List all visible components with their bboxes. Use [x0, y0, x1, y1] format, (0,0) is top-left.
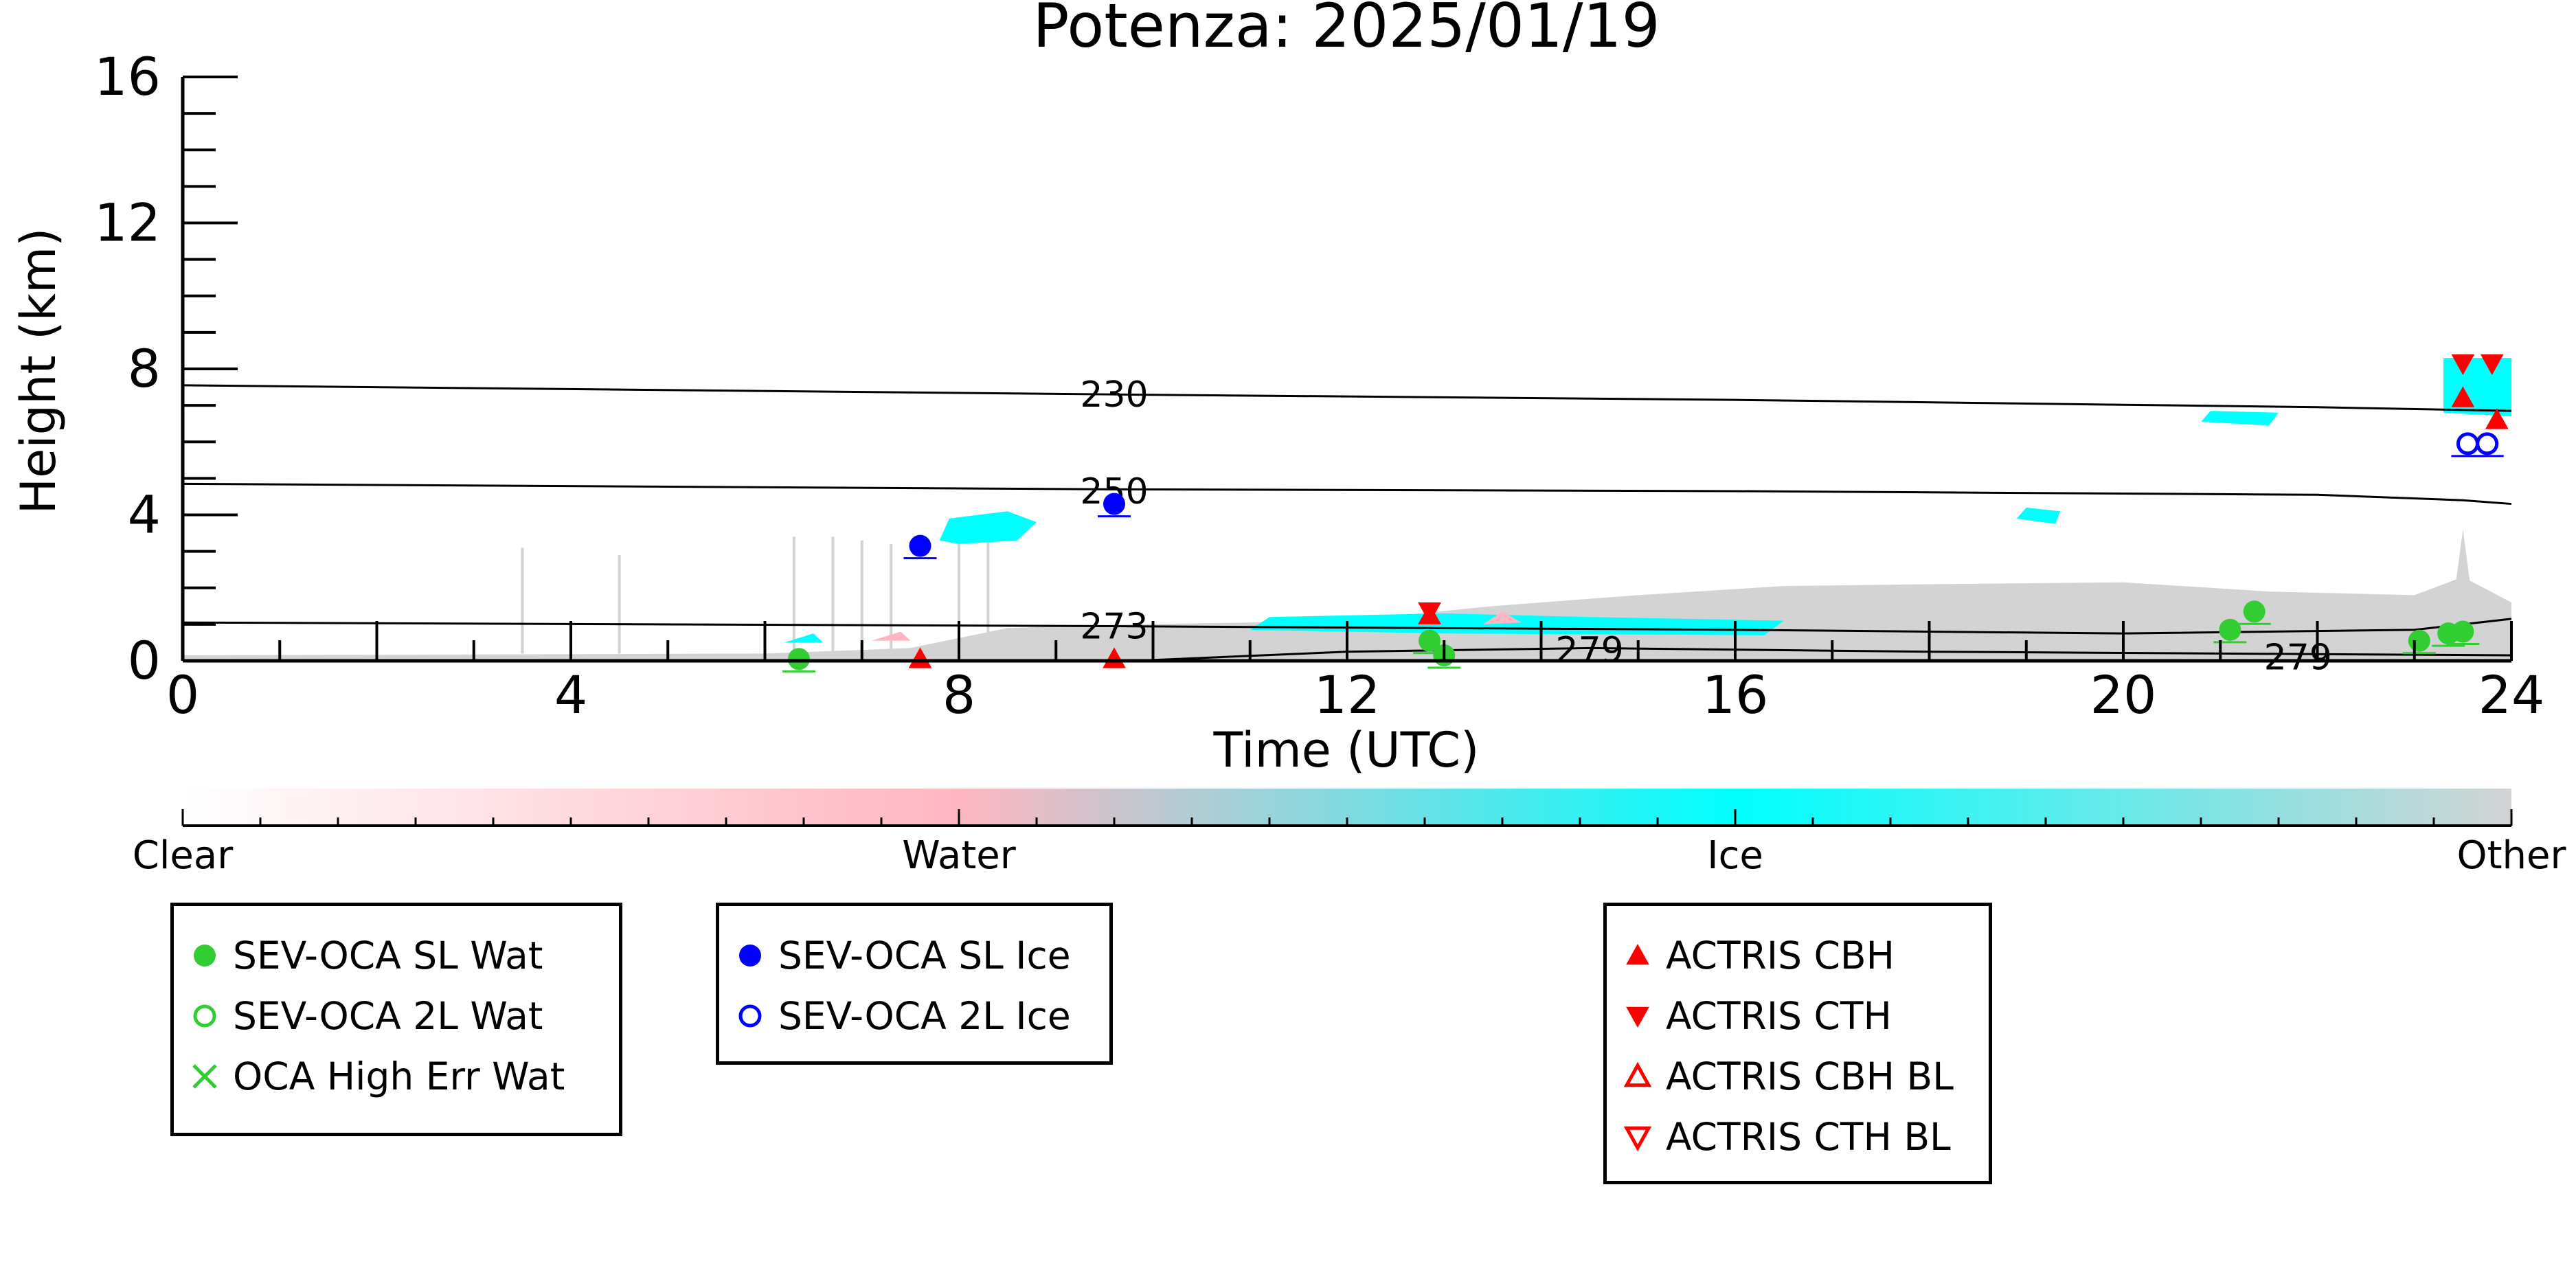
- marker-actris-cbh: [1103, 647, 1126, 668]
- marker-actris-cth: [2480, 354, 2504, 376]
- legend-water: SEV-OCA SL Wat SEV-OCA 2L Wat OCA High Err…: [170, 903, 622, 1136]
- legend-marker: [192, 1064, 217, 1089]
- axes: 0 4 8 12 16 0 4 8 12 16 20 24: [94, 46, 2544, 725]
- contour-230: [182, 384, 2512, 412]
- legend-item: ACTRIS CBH BL: [1620, 1054, 1954, 1098]
- colorbar-label: Ice: [1707, 833, 1763, 878]
- marker-sev-oca-2l-ice: [2476, 432, 2499, 455]
- y-tick-label: 16: [94, 46, 161, 107]
- legend-marker: [739, 945, 761, 967]
- legend-marker: [1626, 1006, 1649, 1028]
- legend-marker-shape: [738, 1004, 762, 1028]
- legend-marker: [1623, 1126, 1652, 1152]
- marker-sev-oca-sl-wat: [2243, 600, 2266, 623]
- legend-marker: [193, 1004, 216, 1028]
- legend-item: SEV-OCA 2L Ice: [733, 994, 1071, 1038]
- y-axis-label: Height (km): [10, 228, 67, 515]
- legend-marker-shape: [1623, 1126, 1652, 1152]
- marker-actris-cbh: [2485, 408, 2509, 429]
- legend-item: ACTRIS CTH BL: [1620, 1115, 1951, 1159]
- marker-sev-oca-2l-ice: [2456, 432, 2479, 455]
- ice-cloud-patch: [2016, 507, 2061, 524]
- marker-sev-oca-sl-wat: [1419, 629, 1441, 652]
- x-axis-label: Time (UTC): [1213, 722, 1480, 778]
- colorbar-label: Clear: [133, 833, 234, 878]
- legend-marker: [738, 1004, 762, 1028]
- legend-marker: [1623, 1061, 1652, 1087]
- legend-item: SEV-OCA SL Ice: [733, 934, 1071, 978]
- legend-label: SEV-OCA 2L Wat: [233, 994, 543, 1038]
- legend-marker: [194, 945, 216, 967]
- legend-marker-shape: [1623, 1061, 1652, 1087]
- legend-actris: ACTRIS CBH ACTRIS CTH ACTRIS CBH BL ACTRIS …: [1603, 903, 1992, 1184]
- legend-marker-shape: [1626, 943, 1649, 965]
- legend-label: SEV-OCA SL Ice: [778, 934, 1071, 978]
- colorbar-label: Water: [902, 833, 1017, 878]
- ice-cloud-patch: [2443, 358, 2511, 417]
- ice-cloud-patch: [939, 511, 1037, 544]
- marker-actris-cbh: [908, 647, 932, 668]
- marker-sev-oca-sl-wat: [2452, 620, 2474, 643]
- marker-sev-oca-sl-ice: [909, 534, 931, 557]
- x-tick-label: 0: [166, 664, 199, 725]
- legend-marker-shape: [739, 945, 761, 967]
- contour-label-273: 273: [1080, 607, 1148, 648]
- water-cloud-patch: [871, 631, 911, 641]
- x-tick-label: 16: [1702, 664, 1769, 725]
- marker-sev-oca-sl-wat: [2219, 618, 2241, 641]
- contour-label-279: 279: [1555, 630, 1623, 671]
- colorbar: Clear Water Ice Other: [133, 789, 2566, 878]
- legend-marker-shape: [194, 945, 216, 967]
- marker-actris-cth: [2451, 354, 2475, 376]
- legend-marker-shape: [193, 1004, 216, 1028]
- vertical-echo-region: [2453, 529, 2473, 602]
- legend-marker: [1626, 943, 1649, 965]
- legend-label: ACTRIS CBH BL: [1666, 1054, 1954, 1098]
- cloud-classification-background: [183, 358, 2511, 661]
- x-tick-label: 12: [1314, 664, 1381, 725]
- y-tick-label: 12: [94, 192, 161, 253]
- legend-marker-shape: [1626, 1006, 1649, 1028]
- ice-cloud-patch: [2201, 411, 2279, 426]
- marker-actris-cbh: [2451, 386, 2475, 407]
- chart-title: Potenza: 2025/01/19: [1032, 0, 1660, 61]
- marker-sev-oca-sl-wat: [2408, 629, 2430, 652]
- y-tick-label: 8: [128, 338, 161, 399]
- legend-label: ACTRIS CTH: [1666, 994, 1892, 1038]
- legend-label: SEV-OCA SL Wat: [233, 934, 543, 978]
- water-cloud-patch: [1482, 611, 1522, 624]
- legend-item: SEV-OCA 2L Wat: [188, 994, 543, 1038]
- legend-item: OCA High Err Wat: [188, 1054, 565, 1098]
- legend-item: ACTRIS CBH: [1620, 934, 1895, 978]
- legend-item: SEV-OCA SL Wat: [188, 934, 543, 978]
- legend-ice: SEV-OCA SL Ice SEV-OCA 2L Ice: [716, 903, 1113, 1065]
- legend-label: SEV-OCA 2L Ice: [778, 994, 1071, 1038]
- legend-label: OCA High Err Wat: [233, 1054, 565, 1098]
- legend-marker-shape: [192, 1064, 217, 1089]
- y-tick-label: 0: [128, 630, 161, 691]
- contour-label-279: 279: [2264, 637, 2332, 679]
- legend-item: ACTRIS CTH: [1620, 994, 1892, 1038]
- x-tick-label: 24: [2478, 664, 2545, 725]
- marker-sev-oca-sl-ice: [1103, 493, 1125, 515]
- contour-250: [182, 482, 2512, 506]
- legend-label: ACTRIS CBH: [1666, 934, 1895, 978]
- marker-actris-cth: [1418, 602, 1441, 624]
- colorbar-label: Other: [2456, 833, 2566, 878]
- contour-279: [1133, 646, 2512, 662]
- legend-label: ACTRIS CTH BL: [1666, 1115, 1951, 1159]
- x-tick-label: 20: [2090, 664, 2157, 725]
- x-tick-label: 8: [942, 664, 975, 725]
- ice-cloud-patch: [784, 633, 824, 643]
- contour-label-230: 230: [1080, 374, 1148, 416]
- marker-sev-oca-sl-wat: [787, 648, 810, 670]
- x-tick-label: 4: [554, 664, 587, 725]
- y-tick-label: 4: [128, 484, 161, 545]
